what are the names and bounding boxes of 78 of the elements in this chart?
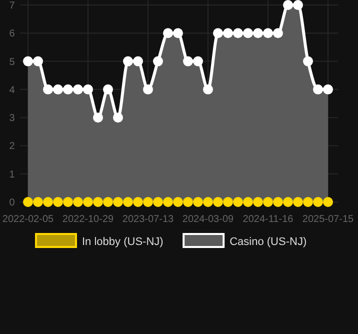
point <box>203 197 213 207</box>
point <box>183 197 193 207</box>
point <box>23 197 33 207</box>
point <box>133 56 143 66</box>
y-tick-label: 1 <box>9 169 16 180</box>
legend-label: Casino (US-NJ) <box>230 236 307 248</box>
y-tick-label: 0 <box>9 198 16 208</box>
point <box>73 197 83 207</box>
point <box>263 197 273 207</box>
y-tick-label: 2 <box>9 141 16 152</box>
point <box>73 84 83 94</box>
point <box>183 56 193 66</box>
point <box>263 28 273 38</box>
point <box>273 197 283 207</box>
point <box>83 197 93 207</box>
point <box>153 197 163 207</box>
point <box>123 197 133 207</box>
y-tick-label: 7 <box>9 0 16 12</box>
point <box>203 84 213 94</box>
point <box>63 197 73 207</box>
point <box>103 197 113 207</box>
point <box>133 197 143 207</box>
point <box>253 197 263 207</box>
point <box>163 28 173 38</box>
point <box>293 197 303 207</box>
point <box>143 84 153 94</box>
point <box>103 84 113 94</box>
point <box>303 197 313 207</box>
point <box>173 197 183 207</box>
point <box>43 84 53 94</box>
x-tick-label: 2025-07-15 <box>302 214 354 225</box>
point <box>53 84 63 94</box>
point <box>33 56 43 66</box>
point <box>213 197 223 207</box>
x-tick-label: 2022-02-05 <box>2 214 54 225</box>
point <box>323 197 333 207</box>
x-tick-label: 2024-11-16 <box>242 214 294 225</box>
point <box>43 197 53 207</box>
y-tick-label: 3 <box>9 113 16 124</box>
point <box>233 28 243 38</box>
point <box>193 197 203 207</box>
point <box>33 197 43 207</box>
legend-label: In lobby (US-NJ) <box>82 236 164 248</box>
point <box>153 56 163 66</box>
point <box>113 112 123 123</box>
point <box>293 0 303 10</box>
y-tick-label: 5 <box>9 56 16 68</box>
y-tick-label: 6 <box>9 28 16 40</box>
point <box>93 112 103 123</box>
x-tick-label: 2024-03-09 <box>182 214 234 225</box>
point <box>283 0 293 10</box>
point <box>213 28 223 38</box>
x-tick-label: 2023-07-13 <box>122 214 174 225</box>
point <box>53 197 63 207</box>
point <box>173 28 183 38</box>
point <box>223 197 233 207</box>
point <box>233 197 243 207</box>
point <box>273 28 283 38</box>
point <box>83 84 93 94</box>
point <box>313 197 323 207</box>
y-tick-label: 4 <box>9 84 16 96</box>
point <box>253 28 263 38</box>
point <box>93 197 103 207</box>
point <box>113 197 123 207</box>
point <box>123 56 133 66</box>
point <box>323 84 333 94</box>
point <box>23 56 33 66</box>
point <box>243 197 253 207</box>
point <box>143 197 153 207</box>
point <box>163 197 173 207</box>
x-tick-label: 2022-10-29 <box>62 214 114 225</box>
point <box>303 56 313 66</box>
point <box>193 56 203 66</box>
point <box>243 28 253 38</box>
point <box>283 197 293 207</box>
point <box>63 84 73 94</box>
point <box>313 84 323 94</box>
point <box>223 28 233 38</box>
